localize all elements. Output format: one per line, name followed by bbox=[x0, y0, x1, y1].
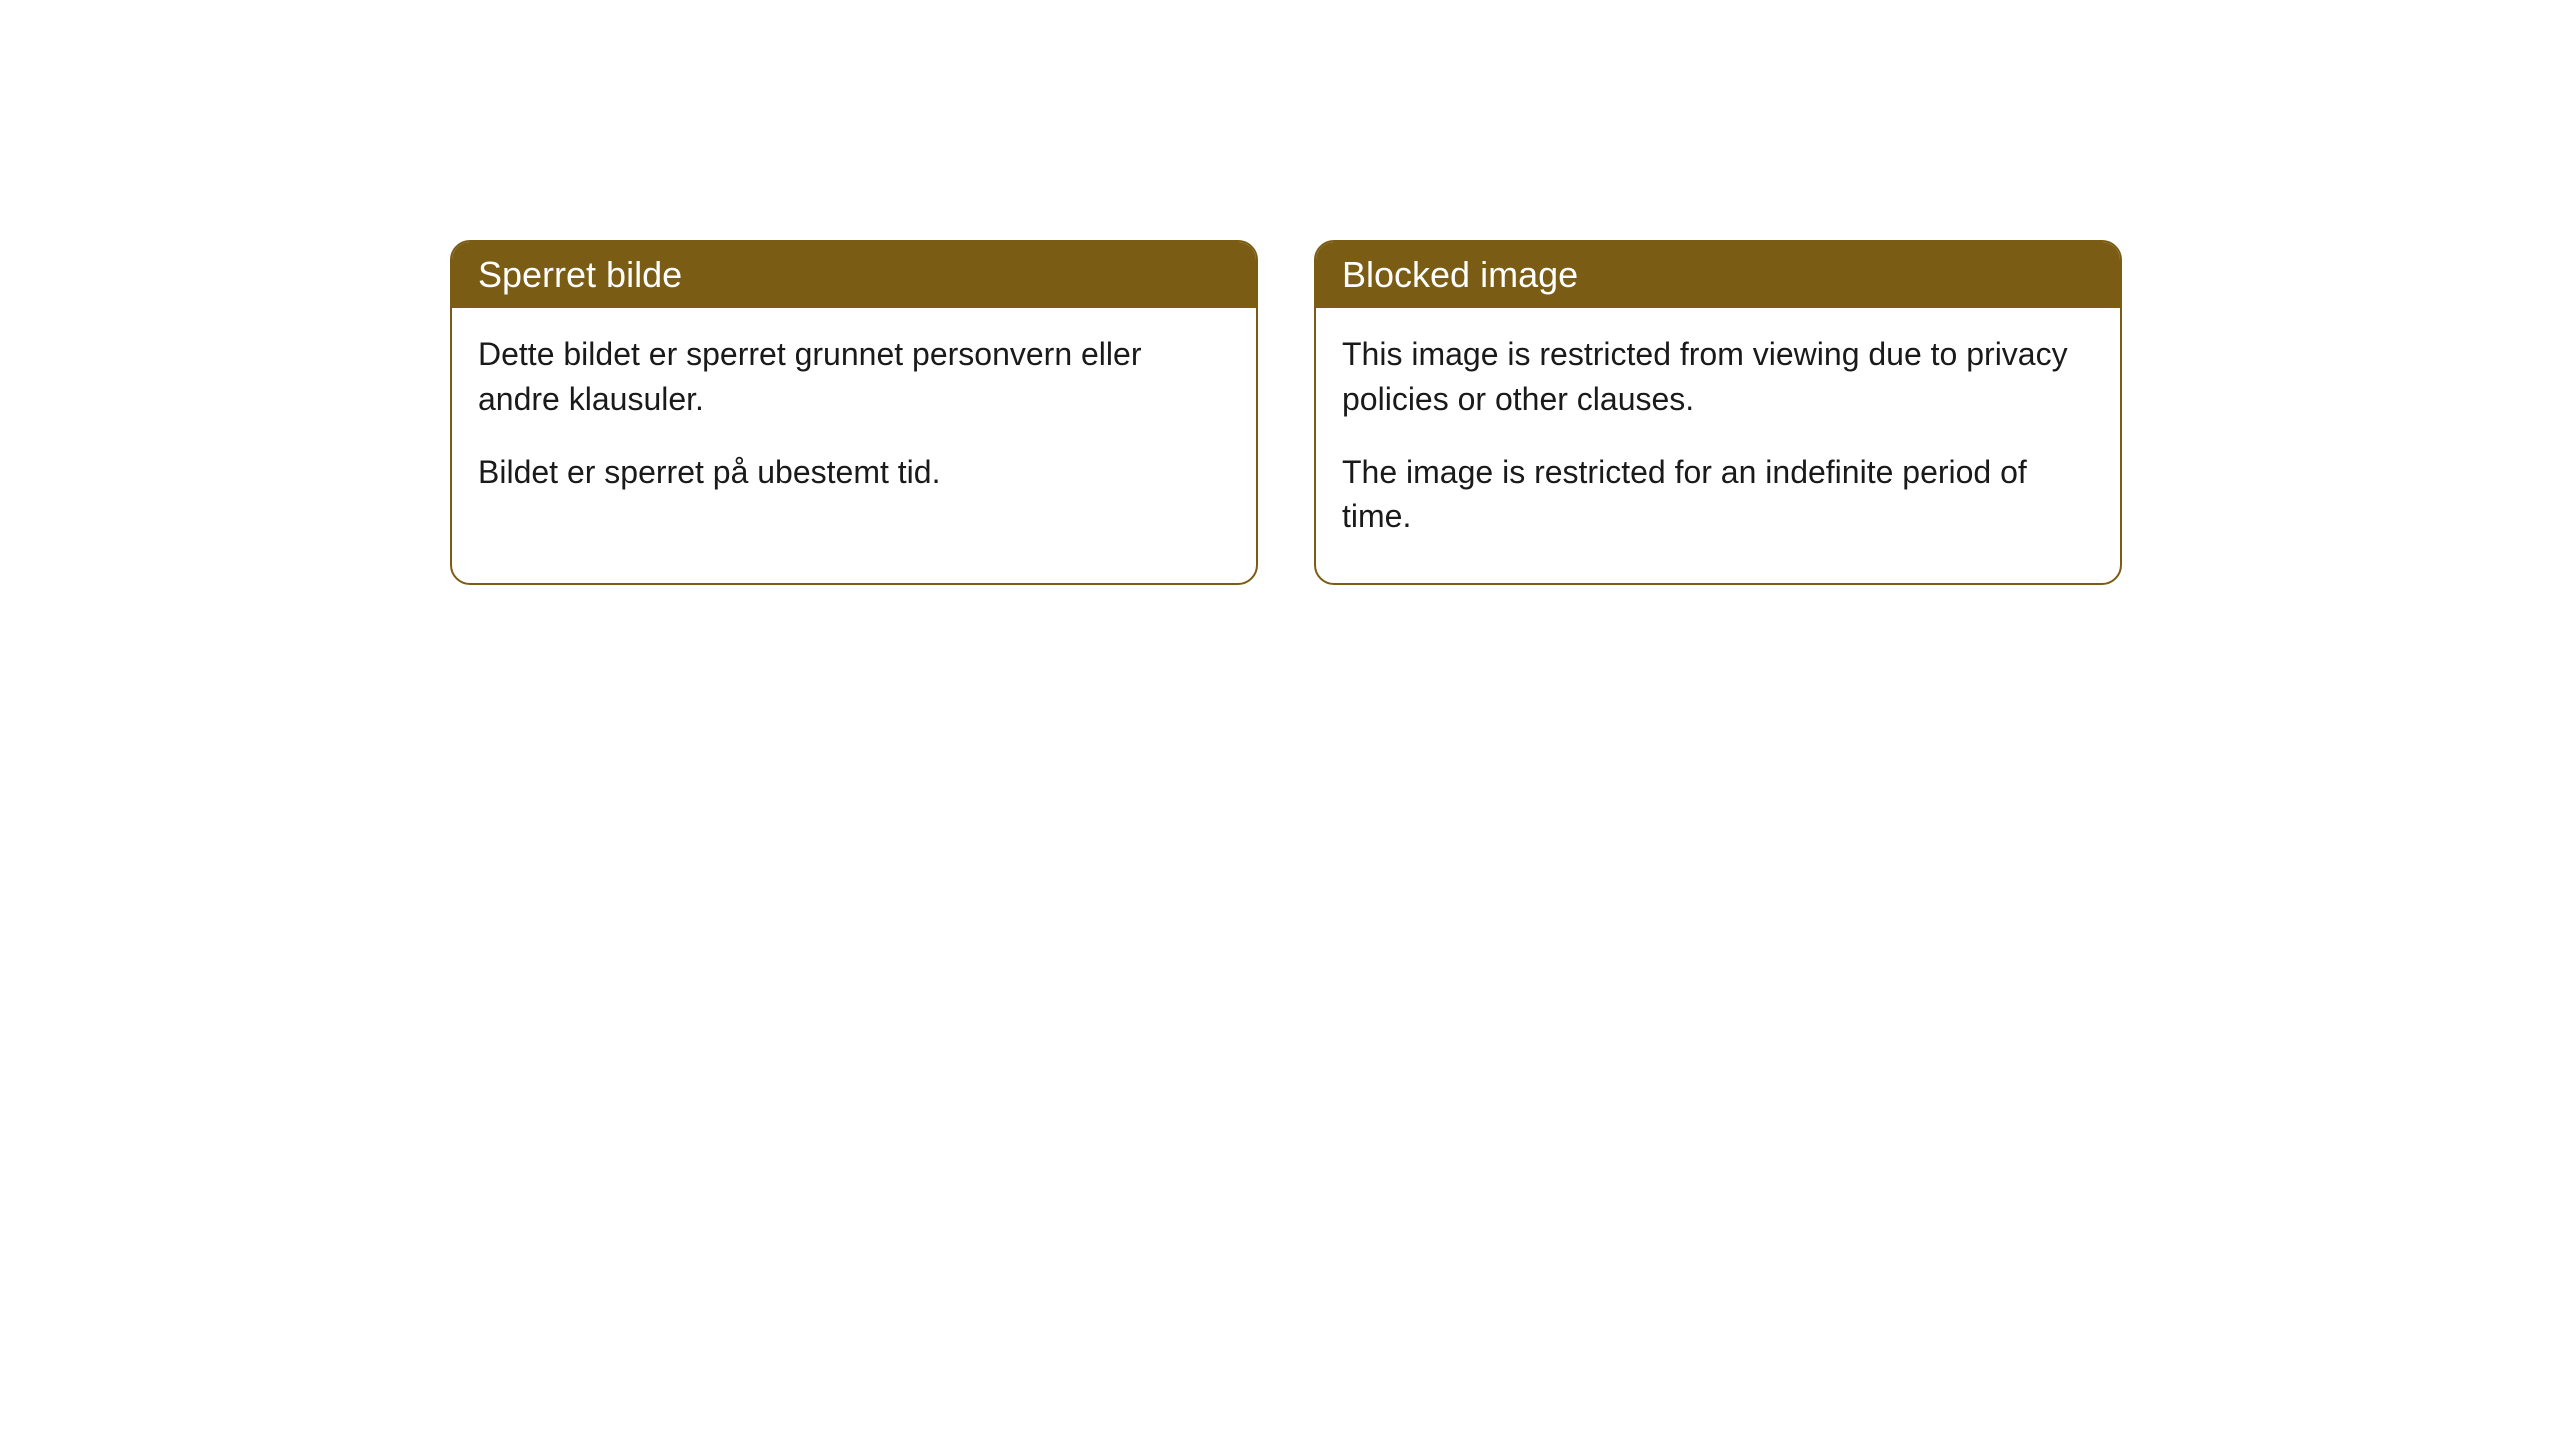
card-paragraph: This image is restricted from viewing du… bbox=[1342, 332, 2094, 422]
card-paragraph: Dette bildet er sperret grunnet personve… bbox=[478, 332, 1230, 422]
card-title: Sperret bilde bbox=[478, 254, 682, 295]
card-paragraph: The image is restricted for an indefinit… bbox=[1342, 450, 2094, 540]
card-title: Blocked image bbox=[1342, 254, 1578, 295]
card-body-english: This image is restricted from viewing du… bbox=[1316, 308, 2120, 583]
notice-card-norwegian: Sperret bilde Dette bildet er sperret gr… bbox=[450, 240, 1258, 585]
card-paragraph: Bildet er sperret på ubestemt tid. bbox=[478, 450, 1230, 495]
card-header-norwegian: Sperret bilde bbox=[452, 242, 1256, 308]
card-header-english: Blocked image bbox=[1316, 242, 2120, 308]
notice-card-english: Blocked image This image is restricted f… bbox=[1314, 240, 2122, 585]
notice-cards-container: Sperret bilde Dette bildet er sperret gr… bbox=[450, 240, 2122, 585]
card-body-norwegian: Dette bildet er sperret grunnet personve… bbox=[452, 308, 1256, 538]
